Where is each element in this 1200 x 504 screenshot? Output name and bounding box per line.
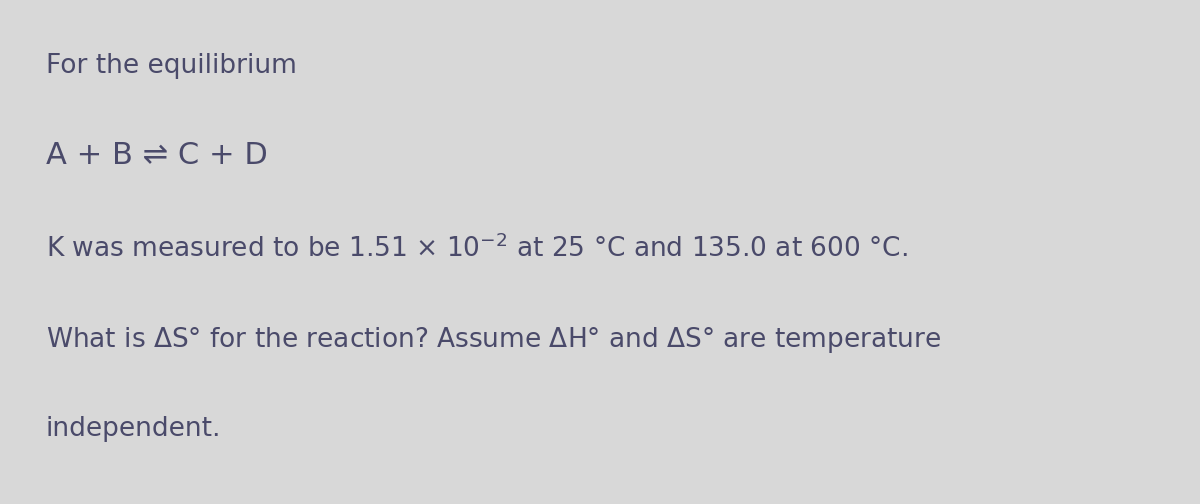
Text: A + B ⇌ C + D: A + B ⇌ C + D — [46, 141, 268, 170]
Text: independent.: independent. — [46, 416, 221, 442]
Text: For the equilibrium: For the equilibrium — [46, 53, 296, 79]
Text: K was measured to be 1.51 $\times$ 10$^{-2}$ at 25 °C and 135.0 at 600 °C.: K was measured to be 1.51 $\times$ 10$^{… — [46, 234, 907, 263]
Text: What is $\Delta$S° for the reaction? Assume $\Delta$H° and $\Delta$S° are temper: What is $\Delta$S° for the reaction? Ass… — [46, 325, 941, 355]
